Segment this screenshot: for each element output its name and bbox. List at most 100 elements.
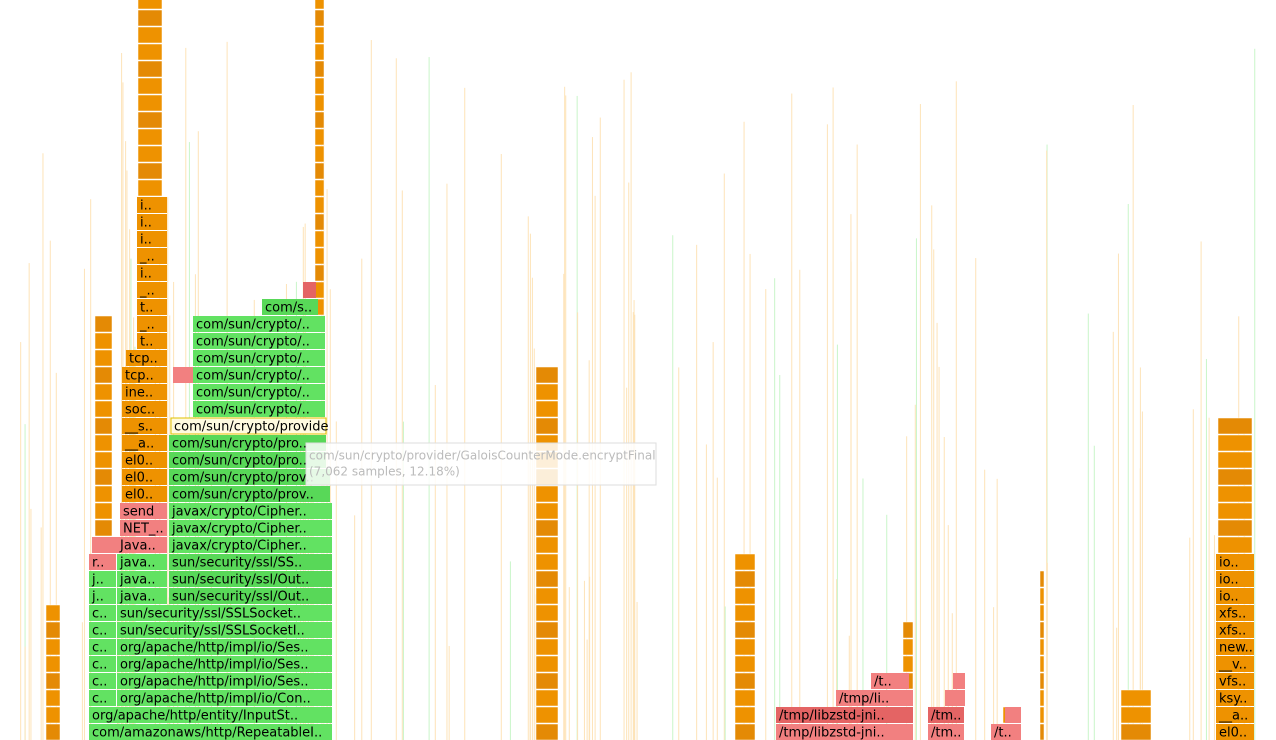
frame[interactable]: tcp.. [122, 367, 167, 384]
frame[interactable]: __v.. [1216, 656, 1254, 673]
frame-box [137, 197, 167, 213]
frame[interactable]: io.. [1216, 571, 1254, 588]
frame[interactable]: xfs.. [1216, 605, 1254, 622]
frame[interactable]: new.. [1216, 639, 1254, 656]
frame-box [169, 554, 332, 570]
frame[interactable]: t.. [137, 299, 167, 316]
frame[interactable]: org/apache/http/entity/InputSt.. [89, 707, 332, 724]
frame[interactable]: org/apache/http/impl/io/Ses.. [117, 639, 332, 656]
frame[interactable]: /tm.. [928, 707, 964, 724]
frame[interactable]: NET_.. [120, 520, 167, 537]
frame-label: sun/security/ssl/SSLSocketI.. [120, 624, 305, 639]
frame[interactable]: com/sun/crypto/.. [193, 350, 325, 367]
frame[interactable]: vfs.. [1216, 673, 1254, 690]
frame[interactable]: c.. [89, 605, 116, 622]
frame[interactable]: ksy.. [1216, 690, 1254, 707]
frame[interactable]: __a.. [122, 435, 167, 452]
frame[interactable]: com/sun/crypto/prov.. [169, 486, 330, 503]
frame-box [117, 554, 167, 570]
frame[interactable]: org/apache/http/impl/io/Con.. [117, 690, 332, 707]
frame[interactable]: javax/crypto/Cipher.. [169, 503, 332, 520]
frame-label: com/sun/crypto/prov.. [172, 488, 314, 503]
frame[interactable]: c.. [89, 690, 116, 707]
frame[interactable]: i.. [137, 214, 167, 231]
frame[interactable]: j.. [89, 571, 116, 588]
frame[interactable]: /t.. [871, 673, 909, 690]
frame[interactable]: __s.. [122, 418, 167, 435]
frame[interactable]: c.. [89, 656, 116, 673]
frame[interactable]: com/sun/crypto/prov.. [169, 469, 330, 486]
frame[interactable]: Java.. [117, 537, 167, 554]
frame-box [1216, 605, 1254, 621]
frame[interactable]: tcp.. [126, 350, 167, 367]
frame[interactable]: t.. [137, 333, 167, 350]
stack-frame [94, 485, 113, 503]
frame[interactable]: com/amazonaws/http/RepeatableI.. [89, 724, 332, 740]
frame[interactable]: sun/security/ssl/Out.. [169, 588, 332, 605]
frame[interactable]: send [120, 503, 167, 520]
frame[interactable]: java.. [117, 554, 167, 571]
frame[interactable]: _.. [137, 248, 167, 265]
frame[interactable]: __a.. [1216, 707, 1254, 724]
frame[interactable]: _.. [137, 282, 167, 299]
frame[interactable]: java.. [117, 571, 167, 588]
frame[interactable]: xfs.. [1216, 622, 1254, 639]
frame[interactable]: c.. [89, 622, 116, 639]
frame[interactable]: c.. [89, 673, 116, 690]
frame-label: com/sun/crypto/.. [196, 369, 310, 384]
frame[interactable]: sun/security/ssl/Out.. [169, 571, 332, 588]
frame[interactable]: ine.. [122, 384, 167, 401]
stack-frame [314, 230, 325, 248]
stack-frame [535, 400, 559, 418]
frame[interactable]: soc.. [122, 401, 167, 418]
frame[interactable]: i.. [137, 197, 167, 214]
frame[interactable]: el0.. [122, 452, 167, 469]
thin-frame [636, 601, 638, 740]
frame[interactable]: el0.. [122, 486, 167, 503]
frame[interactable]: r.. [89, 554, 116, 571]
thin-frame [951, 613, 953, 740]
frame[interactable]: com/sun/crypto/pro.. [169, 435, 326, 452]
frame[interactable]: sun/security/ssl/SSLSocketI.. [117, 622, 332, 639]
frame[interactable]: c.. [89, 639, 116, 656]
frame[interactable]: /t.. [991, 724, 1021, 740]
frame-label: com/sun/crypto/.. [196, 318, 310, 333]
stack-frame [137, 179, 163, 197]
frame[interactable]: el0.. [122, 469, 167, 486]
frame[interactable]: java.. [117, 588, 167, 605]
frame[interactable]: _.. [137, 316, 167, 333]
frame-label: sun/security/ssl/Out.. [172, 573, 309, 588]
frame[interactable]: com/sun/crypto/.. [193, 316, 325, 333]
frame[interactable]: javax/crypto/Cipher.. [169, 537, 332, 554]
frame[interactable]: io.. [1216, 554, 1254, 571]
frame[interactable]: com/sun/crypto/pro.. [169, 452, 326, 469]
tooltip: com/sun/crypto/provider/GaloisCounterMod… [305, 442, 657, 486]
frame-label: soc.. [125, 403, 155, 418]
frame[interactable]: com/sun/crypto/.. [193, 367, 325, 384]
frame[interactable]: i.. [137, 265, 167, 282]
frame[interactable]: com/sun/crypto/provide [170, 417, 328, 435]
frame[interactable]: org/apache/http/impl/io/Ses.. [117, 656, 332, 673]
frame[interactable]: org/apache/http/impl/io/Ses.. [117, 673, 332, 690]
frame-label: c.. [92, 692, 107, 707]
frame[interactable]: j.. [89, 588, 116, 605]
frame[interactable]: com/s.. [262, 299, 318, 316]
frame[interactable]: com/sun/crypto/.. [193, 333, 325, 350]
frame[interactable]: sun/security/ssl/SSLSocket.. [117, 605, 332, 622]
frame[interactable]: com/sun/crypto/.. [193, 401, 325, 418]
stack-frame [734, 587, 756, 605]
frame[interactable]: io.. [1216, 588, 1254, 605]
frame[interactable]: com/sun/crypto/.. [193, 384, 325, 401]
frame[interactable]: /tmp/libzstd-jni.. [776, 707, 913, 724]
thin-frame [1139, 468, 1141, 740]
stack-frame [734, 689, 756, 707]
frame[interactable]: /tmp/li.. [836, 690, 913, 707]
stack-frame [314, 43, 325, 61]
frame[interactable]: javax/crypto/Cipher.. [169, 520, 332, 537]
frame[interactable]: /tmp/libzstd-jni.. [776, 724, 913, 740]
frame[interactable]: sun/security/ssl/SS.. [169, 554, 332, 571]
frame[interactable]: /tm.. [928, 724, 964, 740]
frame[interactable]: i.. [137, 231, 167, 248]
frame[interactable]: el0.. [1216, 724, 1254, 740]
